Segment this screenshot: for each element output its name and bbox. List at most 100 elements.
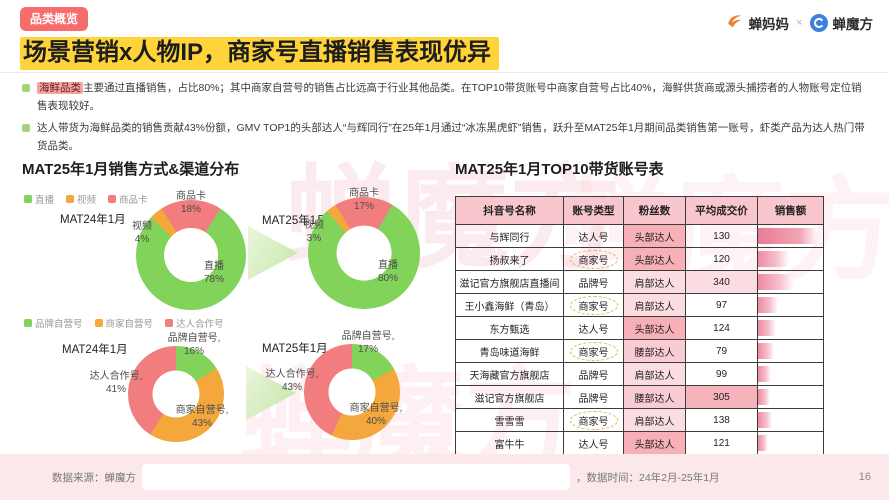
account-type-cell: 品牌号	[563, 385, 624, 409]
slice-label-name: 视频	[132, 221, 152, 232]
sales-amount-cell	[757, 270, 824, 294]
column-header: 粉丝数	[623, 196, 686, 225]
table-row: 富牛牛 达人号 头部达人 121	[455, 431, 824, 455]
slice-label-value: 17%	[357, 344, 378, 355]
sales-amount-cell	[757, 362, 824, 386]
fans-tier-cell: 肩部达人	[623, 293, 686, 317]
legend-swatch-icon	[24, 319, 32, 327]
sales-amount-cell	[757, 316, 824, 340]
avg-price-cell: 121	[685, 431, 758, 455]
sales-heat-bar	[758, 251, 790, 267]
sales-amount-cell	[757, 224, 824, 248]
slice-label-name: 商家自营号,	[175, 405, 229, 416]
legend-label: 商家自营号	[105, 319, 154, 330]
fans-tier-cell: 肩部达人	[623, 362, 686, 386]
account-type-cell: 品牌号	[563, 362, 624, 386]
legend-swatch-icon	[94, 319, 103, 327]
sales-heat-bar	[758, 297, 778, 313]
slice-label: 商品卡 17%	[349, 187, 379, 213]
sales-heat-bar	[758, 343, 774, 359]
footer-bar: 数据来源：蝉魔方 ，数据时间：24年2月-25年1月 16	[0, 454, 889, 500]
fans-tier-cell: 头部达人	[623, 247, 686, 271]
sales-heat-bar	[758, 389, 770, 405]
bullet-marker-icon	[22, 84, 30, 92]
avg-price-cell: 97	[685, 293, 758, 317]
account-type-cell: 商家号	[563, 293, 624, 317]
legend-swatch-icon	[165, 319, 174, 327]
slice-label-name: 商品卡	[349, 188, 379, 199]
table-row: 东方甄选 达人号 头部达人 124	[455, 316, 824, 340]
avg-price-cell: 120	[685, 247, 758, 271]
table-row: 雪雪雪 商家号 肩部达人 138	[455, 408, 824, 432]
table-section-title: MAT25年1月TOP10带货账号表	[455, 161, 664, 178]
account-type-cell: 商家号	[563, 247, 624, 271]
account-name-cell: 王小鑫海鲜（青岛）	[455, 293, 564, 317]
slice-label-value: 43%	[281, 382, 302, 393]
chart-period-label: MAT25年1月	[262, 215, 328, 227]
data-source-label: 数据来源：蝉魔方	[52, 471, 136, 484]
bullet-text: 主要通过直播销售，占比80%；其中商家自营号的销售占比远高于行业其他品类。在TO…	[37, 82, 862, 113]
legend-item: 品牌自营号	[24, 316, 83, 330]
table-row: 滋记官方旗舰店 品牌号 腰部达人 305	[455, 385, 824, 409]
donut-hole	[336, 225, 392, 281]
donut-chart: 品牌自营号, 17% 达人合作号, 43% 商家自营号, 40%	[266, 331, 403, 440]
slice-label-name: 直播	[377, 260, 398, 271]
table-row: 天海藏官方旗舰店 品牌号 肩部达人 99	[455, 362, 824, 386]
avg-price-cell: 124	[685, 316, 758, 340]
fans-tier-cell: 腰部达人	[623, 385, 686, 409]
donut-hole	[152, 370, 200, 418]
account-name-cell: 富牛牛	[455, 431, 564, 455]
chanmama-logo-icon	[725, 12, 744, 34]
account-name-cell: 东方甄选	[455, 316, 564, 340]
legend-label: 商品卡	[119, 195, 148, 206]
sales-amount-cell	[757, 408, 824, 432]
legend-item: 商家自营号	[94, 316, 154, 330]
redaction-box	[142, 464, 570, 490]
legend-swatch-icon	[108, 195, 117, 203]
slice-label-name: 商家自营号,	[349, 403, 403, 414]
donut-chart: 商品卡 18% 视频 4% 直播 78%	[132, 191, 246, 310]
fans-tier-cell: 肩部达人	[623, 408, 686, 432]
dashed-circle-annotation: 商家号	[569, 249, 618, 269]
fans-tier-cell: 头部达人	[623, 224, 686, 248]
bullet-item: 达人带货为海鲜品类的销售贡献43%份额，GMV TOP1的头部达人“与辉同行”在…	[22, 119, 868, 156]
sales-amount-cell	[757, 431, 824, 455]
avg-price-cell: 130	[685, 224, 758, 248]
chanmama-logo-text: 蝉妈妈	[748, 17, 790, 32]
donut-ring	[308, 197, 420, 309]
account-name-cell: 雪雪雪	[455, 408, 564, 432]
column-header: 账号类型	[563, 196, 624, 225]
slice-label-value: 40%	[365, 416, 386, 427]
legend-swatch-icon	[24, 195, 32, 203]
table-row: 扬叔来了 商家号 头部达人 120	[455, 247, 824, 271]
sales-amount-cell	[757, 247, 824, 271]
keyword-highlight: 海鲜品类	[37, 82, 83, 94]
table-header-row: 抖音号名称 账号类型 粉丝数 平均成交价 销售额	[455, 196, 824, 225]
dashed-circle-annotation: 商家号	[569, 295, 618, 315]
slice-label-value: 3%	[306, 233, 322, 244]
slice-label: 商品卡 18%	[176, 190, 206, 216]
legend-sales-method: 直播 视频 商品卡	[24, 192, 148, 206]
legend-item: 直播	[24, 192, 54, 206]
donut-ring	[128, 346, 224, 442]
fans-tier-cell: 肩部达人	[623, 270, 686, 294]
legend-label: 品牌自营号	[35, 319, 83, 330]
slice-label-name: 直播	[203, 261, 224, 272]
account-name-cell: 天海藏官方旗舰店	[455, 362, 564, 386]
account-type-cell: 达人号	[563, 316, 624, 340]
account-name-cell: 滋记官方旗舰店直播间	[455, 270, 564, 294]
page-number: 16	[858, 471, 871, 483]
slice-label-value: 17%	[353, 201, 374, 212]
slice-label-value: 80%	[377, 273, 399, 284]
table-row: 与辉同行 达人号 头部达人 130	[455, 224, 824, 248]
account-name-cell: 青岛味道海鲜	[455, 339, 564, 363]
slice-label-name: 商品卡	[176, 191, 206, 202]
slice-label-value: 16%	[183, 346, 204, 357]
donut-ring	[304, 344, 400, 440]
bullet-list: 海鲜品类 主要通过直播销售，占比80%；其中商家自营号的销售占比远高于行业其他品类…	[22, 79, 868, 159]
slice-label: 视频 3%	[304, 219, 324, 245]
slice-label-name: 品牌自营号,	[341, 331, 395, 342]
donut-ring	[136, 200, 246, 310]
